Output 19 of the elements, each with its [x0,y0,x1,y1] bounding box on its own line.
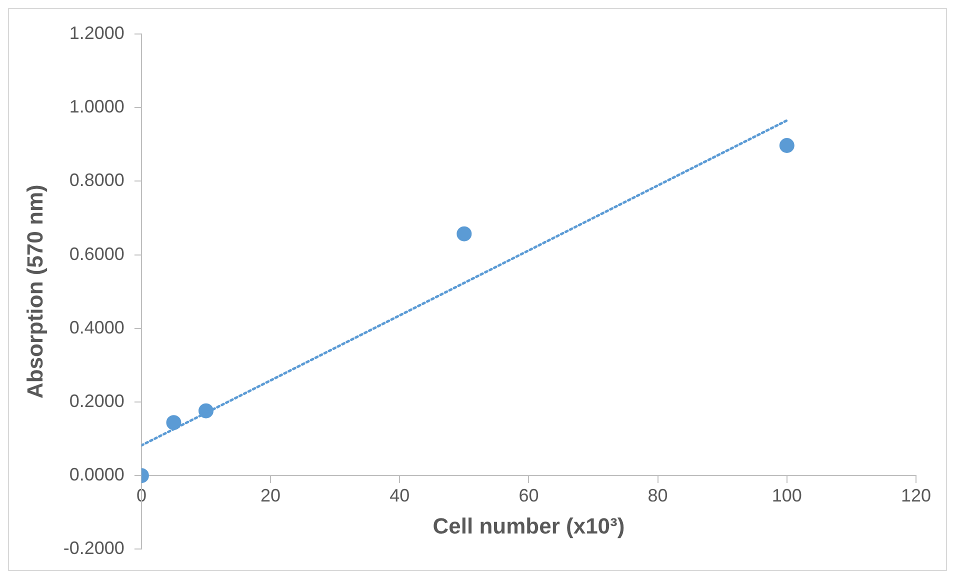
x-tick-label: 20 [260,485,281,506]
y-axis-title: Absorption (570 nm) [22,184,48,399]
y-tick-label: 1.0000 [69,96,124,117]
y-tick-label: 0.0000 [69,464,124,485]
y-tick-label: 0.8000 [69,170,124,190]
x-axis-title: Cell number (x10³) [432,513,625,538]
y-tick-label: 0.6000 [69,244,124,264]
point [166,415,182,430]
y-tick-label: -0.2000 [63,538,124,558]
point [456,226,472,242]
x-tick-label: 80 [648,485,668,506]
y-tick-label: 0.2000 [69,390,124,411]
x-tick-label: 60 [518,485,539,506]
x-tick-label: 40 [390,485,410,506]
x-tick-label: 120 [900,485,932,506]
y-tick-label: 0.4000 [69,317,124,338]
y-tick-label: 1.2000 [69,22,124,43]
x-tick-label: 100 [772,485,802,506]
point [779,138,794,154]
